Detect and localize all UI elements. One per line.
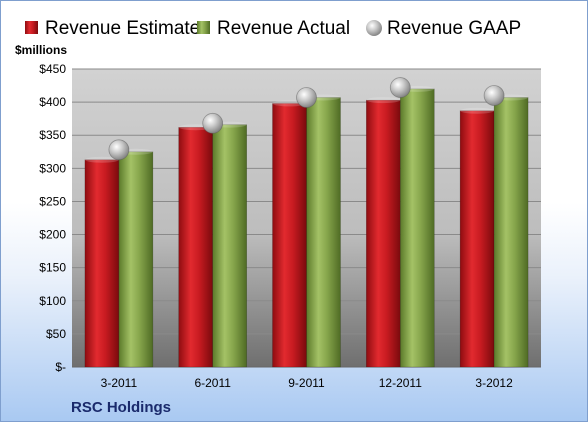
marker-revenue-gaap <box>483 85 505 106</box>
bar-revenue-actual <box>306 97 341 368</box>
bar-revenue-actual <box>212 124 247 368</box>
bar-revenue-actual <box>493 97 529 368</box>
y-tick-label: $150 <box>39 261 66 275</box>
legend-label-revenue-gaap: Revenue GAAP <box>387 18 521 39</box>
y-tick-label: $- <box>55 360 66 374</box>
y-tick-label: $200 <box>39 228 66 242</box>
legend-label-revenue-estimate: Revenue Estimate <box>45 18 200 39</box>
bar-revenue-estimate <box>272 103 307 368</box>
y-tick-label: $100 <box>39 294 66 308</box>
x-tick-label: 12-2011 <box>379 376 422 390</box>
bar-revenue-actual <box>399 88 435 368</box>
bar-revenue-estimate <box>84 159 120 368</box>
marker-revenue-gaap <box>202 112 224 134</box>
y-tick-label: $400 <box>39 95 66 109</box>
y-tick-label: $450 <box>39 62 66 76</box>
x-tick-label: 9-2011 <box>288 376 325 390</box>
x-tick-label: 6-2011 <box>194 376 231 390</box>
bar-revenue-actual <box>118 151 154 368</box>
bar-top-highlight <box>366 97 401 104</box>
bar-top-highlight <box>460 107 495 114</box>
marker-revenue-gaap <box>296 87 317 108</box>
y-axis-unit-label: $millions <box>15 43 67 57</box>
y-tick-label: $250 <box>39 194 66 208</box>
company-name: RSC Holdings <box>71 399 171 416</box>
legend-swatch-revenue-estimate <box>25 21 38 34</box>
bar-revenue-estimate <box>459 110 495 368</box>
marker-revenue-gaap <box>108 139 130 161</box>
bar-top-highlight <box>84 156 119 163</box>
x-tick-label: 3-2011 <box>101 376 138 390</box>
y-tick-label: $50 <box>46 327 66 341</box>
legend-label-revenue-actual: Revenue Actual <box>217 18 350 39</box>
bar-revenue-estimate <box>365 99 401 368</box>
x-tick-label: 3-2012 <box>475 376 513 390</box>
bar-revenue-estimate <box>178 126 213 368</box>
legend-swatch-revenue-gaap <box>366 20 382 36</box>
y-tick-label: $300 <box>39 161 66 175</box>
legend-swatch-revenue-actual <box>197 21 210 34</box>
y-tick-label: $350 <box>39 128 66 142</box>
marker-revenue-gaap <box>389 77 411 98</box>
